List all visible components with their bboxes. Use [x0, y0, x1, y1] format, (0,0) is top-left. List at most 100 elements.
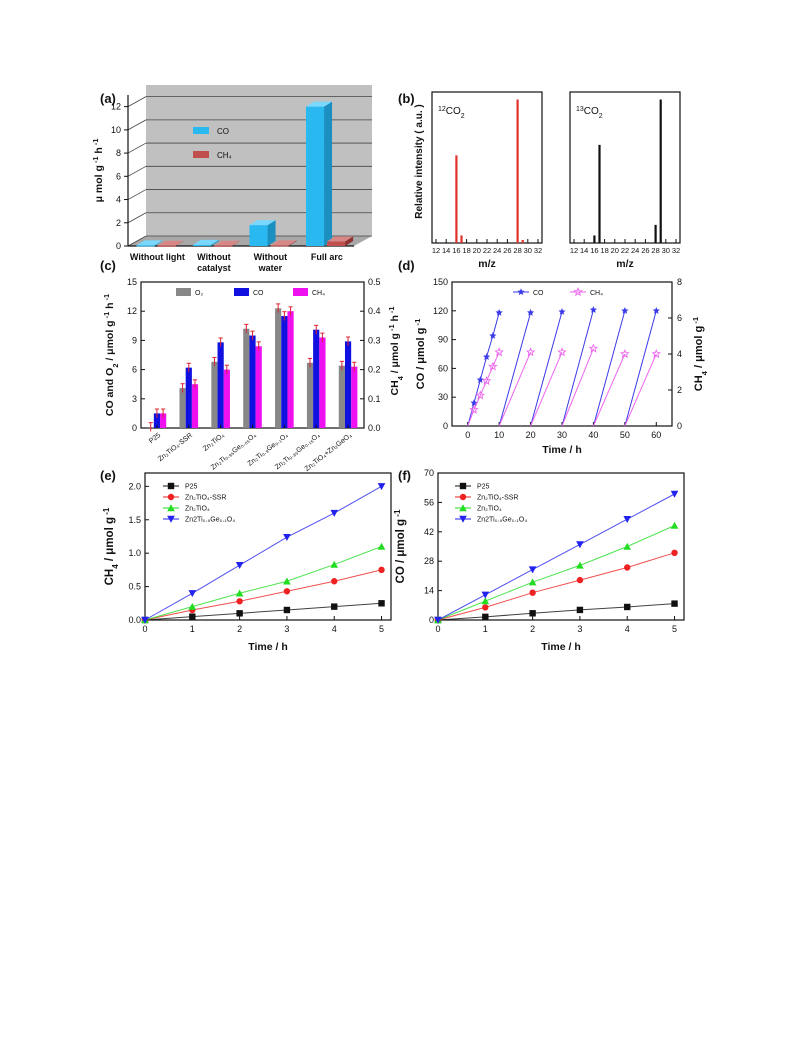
legend-label-Zn₂TiO₄-SSR: Zn₂TiO₄-SSR — [185, 495, 226, 502]
panel-label-d: (d) — [398, 258, 415, 273]
legend-marker-Zn₂TiO₄ — [459, 504, 467, 512]
x-tick-label: 5 — [672, 624, 677, 634]
legend-label-CO: CO — [217, 127, 229, 136]
series-line-Zn₂TiO₄ — [144, 546, 382, 621]
y-tick-label: 2.0 — [128, 481, 141, 491]
y-axis-label-right-part: -1 — [387, 324, 396, 333]
bar-CO-1 — [185, 367, 192, 428]
cycle-line-CO — [624, 310, 657, 427]
bar-top — [270, 240, 297, 246]
bar-CO-3 — [305, 106, 325, 246]
bar-CH₄-1 — [214, 245, 233, 247]
bar-top — [214, 240, 241, 246]
legend-label-Zn₂TiO₄: Zn₂TiO₄ — [185, 506, 210, 513]
y-tick-label-left: 3 — [132, 394, 137, 404]
y-axis-label-part: / μmol — [104, 524, 116, 564]
point-P25-4 — [331, 603, 338, 610]
series-line-Zn2Ti₀.₉Ge₀.₁O₄ — [144, 485, 382, 621]
y-axis-label-left-part: -1 — [102, 312, 111, 321]
y-tick-label: 56 — [424, 497, 434, 507]
y-axis-label-right-part: -1 — [387, 307, 396, 316]
y-axis-label: CO / μmol g -1 — [393, 509, 408, 583]
legend-swatch-CO — [234, 288, 249, 296]
y-axis-label-part: 4 — [111, 564, 120, 569]
category-label: Full arc — [311, 252, 343, 262]
x-tick-label: 0 — [142, 624, 147, 634]
category-label: Zn₂TiO₄ — [202, 432, 226, 453]
y-axis-label-right-part: 4 — [700, 370, 709, 375]
y-tick-label: 2 — [116, 218, 121, 228]
y-axis-label-part: -1 — [91, 139, 100, 148]
point-CH₄ — [488, 361, 498, 371]
point-Zn₂TiO₄-1 — [188, 602, 197, 610]
legend-label-CO: CO — [253, 290, 264, 297]
legend-swatch-CH₄ — [293, 288, 308, 296]
bar-O₂-6 — [338, 365, 345, 428]
x-tick-label: 18 — [462, 246, 470, 255]
grid-diag — [127, 96, 147, 107]
y-tick-label: 14 — [424, 586, 434, 596]
x-tick-label: 20 — [526, 430, 536, 440]
legend-label-Zn₂TiO₄: Zn₂TiO₄ — [477, 506, 502, 513]
series-line-Zn₂TiO₄-SSR — [437, 552, 675, 621]
legend-marker-Zn2Ti₀.₉Ge₀.₁O₄ — [167, 515, 175, 523]
point-Zn₂TiO₄-2 — [528, 578, 537, 586]
x-tick-label: 30 — [524, 246, 532, 255]
point-Zn₂TiO₄-4 — [330, 560, 339, 568]
legend-swatch-CO — [193, 127, 209, 134]
category-label: Zn₂TiO₄-SSR — [157, 432, 194, 463]
bar-top — [157, 240, 184, 246]
category-label: Without light — [130, 252, 185, 262]
point-CO — [652, 307, 660, 314]
bar-CH₄-0 — [160, 413, 167, 428]
point-Zn2Ti₀.₉Ge₀.₁O₄-4 — [330, 509, 339, 517]
legend-label-Zn₂TiO₄-SSR: Zn₂TiO₄-SSR — [477, 495, 518, 502]
bar-CO-6 — [344, 341, 352, 428]
panel-a-chart: (a) 0 2 4 6 8 10 12 μ mol g -1 h -1 Without light… — [91, 85, 372, 273]
bar-CO-2 — [249, 225, 268, 246]
bar-side — [175, 240, 184, 246]
y-tick-label: 42 — [424, 527, 434, 537]
point-CH₄ — [475, 390, 486, 400]
y-tick-label-left: 90 — [438, 335, 448, 345]
x-tick-label: 12 — [432, 246, 440, 255]
grid-diag — [127, 212, 147, 224]
legend-marker-P25 — [167, 482, 175, 490]
point-P25-2 — [236, 610, 243, 617]
y-tick-label-right: 6 — [677, 313, 682, 323]
bar-side — [154, 240, 163, 246]
cycle-line-CH₄ — [530, 352, 563, 427]
x-tick-label: 12 — [570, 246, 578, 255]
legend-marker-CO — [517, 288, 525, 296]
y-tick-label-left: 0 — [132, 423, 137, 433]
panel-c-chart: (c) 0 3 6 9 12 15 0.0 0.1 0.2 0.3 0.4 0.5 CO and O2 /… — [100, 258, 405, 473]
bar-CH₄-2 — [223, 369, 230, 428]
y-axis-label: μ mol g -1 h -1 — [91, 139, 106, 203]
y-axis-label-right-part: 4 — [396, 375, 405, 380]
point-P25-5 — [378, 600, 385, 607]
bar-O₂-4 — [275, 308, 282, 428]
point-CH₄ — [588, 343, 599, 353]
panel-label: (e) — [100, 468, 116, 483]
y-axis-label-left-part: g — [415, 328, 427, 335]
plot-frame — [437, 472, 685, 621]
point-Zn2Ti₀.₉Ge₀.₁O₄-4 — [623, 516, 632, 523]
x-axis-label: Time / h — [542, 444, 581, 456]
subplot-label: 13CO2 — [576, 106, 603, 120]
bar-O₂-1 — [179, 388, 186, 428]
y-axis-label-part: μ mol g — [93, 165, 105, 202]
x-tick-label: 10 — [494, 430, 504, 440]
point-Zn₂TiO₄-1 — [481, 597, 490, 605]
category-label: Without — [197, 252, 230, 262]
x-tick-label: 22 — [621, 246, 629, 255]
point-P25-1 — [482, 613, 489, 621]
subplot-label: 12CO2 — [438, 106, 465, 120]
bar-CO-2 — [217, 342, 224, 428]
point-Zn2Ti₀.₉Ge₀.₁O₄-5 — [670, 490, 679, 498]
x-tick-label: 14 — [580, 246, 588, 255]
x-tick-label: 32 — [672, 246, 680, 255]
x-tick-label: 24 — [631, 246, 639, 255]
series-line-Zn2Ti₀.₉Ge₀.₁O₄ — [437, 493, 675, 621]
point-CH₄ — [557, 347, 567, 357]
point-CO — [470, 399, 478, 406]
